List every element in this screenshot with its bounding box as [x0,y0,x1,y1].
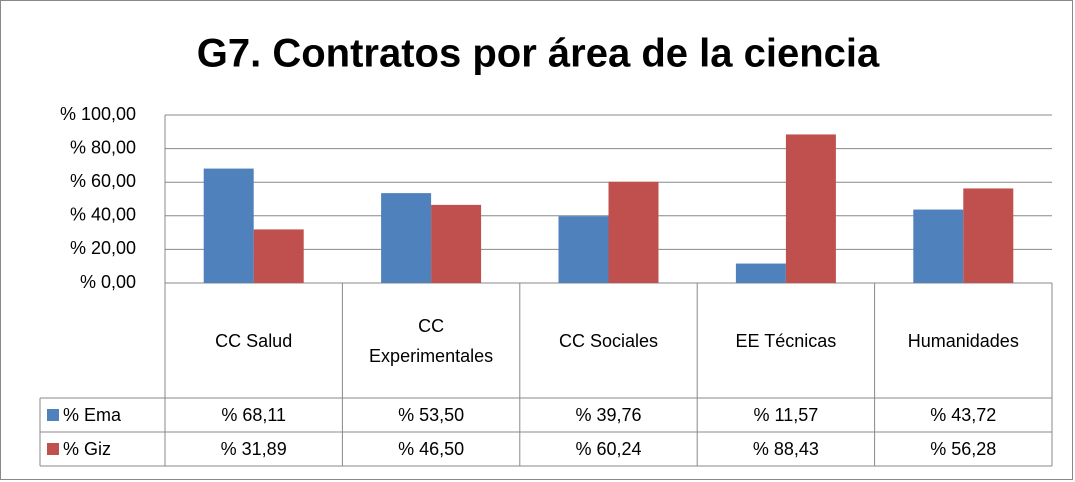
y-tick-label: % 100,00 [60,104,136,124]
legend-swatch [47,409,59,421]
x-tick-label-cell: EE Técnicas [735,330,837,351]
value-label: % 68,11 [221,405,286,425]
x-tick-label: EE Técnicas [735,330,837,351]
value-label: % 88,43 [753,439,819,459]
bar [735,263,786,283]
bar [963,188,1014,283]
bar [558,216,609,283]
value-label: % 43,72 [930,405,996,425]
x-tick-label: CC Experimentales [369,315,494,366]
value-label: % 56,28 [930,439,996,459]
legend-label: % Ema [63,405,122,425]
y-tick-label: % 80,00 [70,137,136,157]
bar [381,193,432,283]
x-tick-label-cell: CC Experimentales [369,315,494,366]
x-tick-label: CC Salud [215,330,293,351]
value-label: % 46,50 [398,439,464,459]
value-label: % 53,50 [398,405,464,425]
y-tick-label: % 20,00 [70,238,136,258]
value-label: % 60,24 [575,439,641,459]
x-tick-label-cell: CC Salud [215,330,293,351]
x-tick-label-cell: CC Sociales [558,330,659,351]
bar [785,134,836,283]
bar [913,209,964,283]
y-tick-label: % 0,00 [80,272,136,292]
legend-label: % Giz [63,439,111,459]
bar [203,168,254,283]
y-tick-label: % 40,00 [70,205,136,225]
legend-swatch [47,443,59,455]
bar [431,204,482,283]
value-label: % 31,89 [221,439,287,459]
chart-title: G7. Contratos por área de la ciencia [197,32,880,76]
value-label: % 39,76 [575,405,641,425]
x-tick-label: Humanidades [907,330,1019,351]
bar [253,229,304,283]
value-label: % 11,57 [754,405,819,425]
bar [608,181,659,283]
y-tick-label: % 60,00 [70,171,136,191]
x-tick-label-cell: Humanidades [907,330,1019,351]
x-tick-label: CC Sociales [558,330,659,351]
